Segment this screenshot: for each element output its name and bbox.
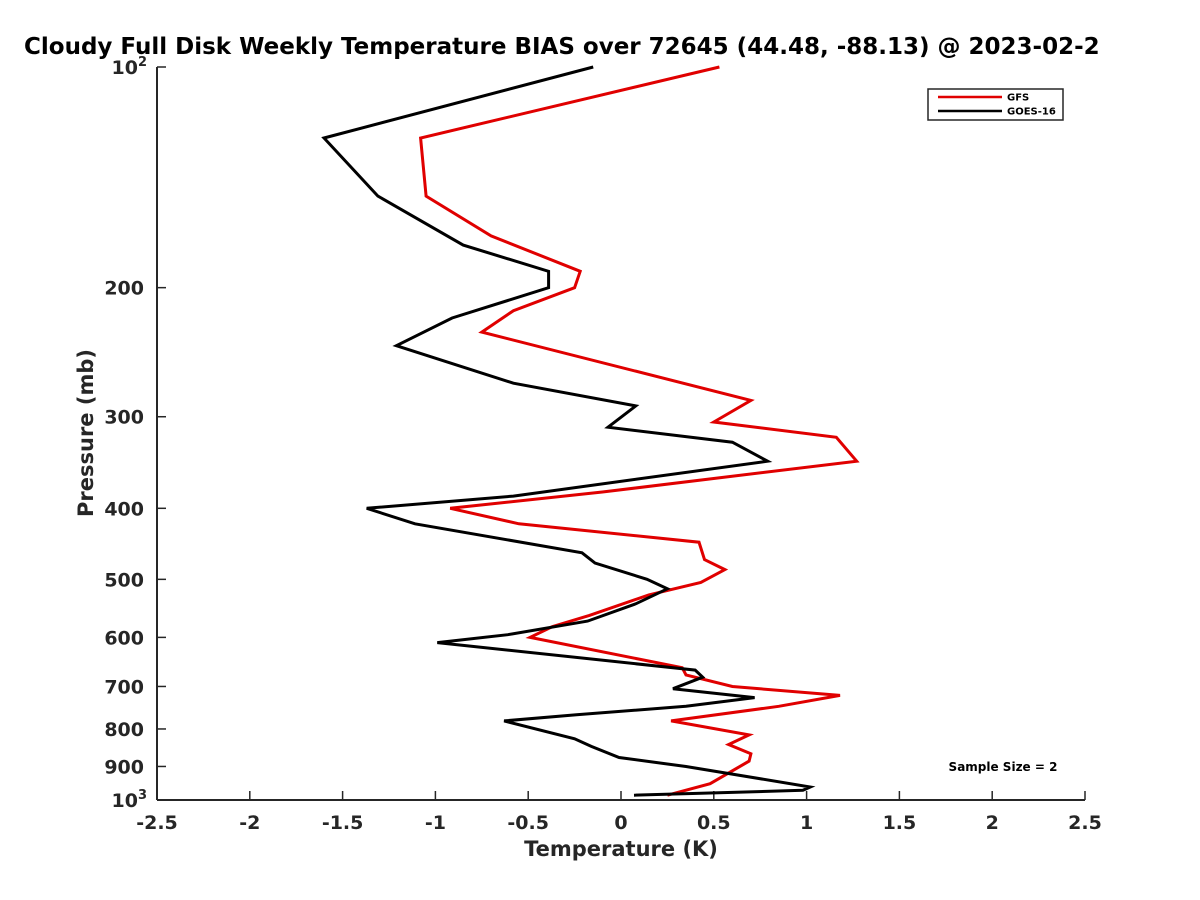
legend: GFS GOES-16 — [927, 88, 1064, 121]
y-tick-label: 500 — [104, 569, 144, 591]
y-tick-label: 900 — [104, 756, 144, 778]
x-tick-label: 0.5 — [697, 812, 731, 834]
y-tick-label-base: 10 — [112, 57, 138, 79]
y-tick-label-base: 10 — [112, 790, 138, 812]
y-tick-label: 700 — [104, 676, 144, 698]
x-axis-label: Temperature (K) — [524, 837, 718, 861]
y-tick-label: 800 — [104, 719, 144, 741]
y-tick-label: 400 — [104, 498, 144, 520]
series-line-goes-16 — [321, 65, 816, 797]
x-tick-label: -2 — [239, 812, 260, 834]
sample-size-note: Sample Size = 2 — [949, 760, 1058, 774]
series-goes-16 — [321, 65, 816, 797]
legend-label-goes-16: GOES-16 — [1007, 107, 1056, 118]
legend-box — [927, 88, 1064, 121]
legend-label-gfs: GFS — [1007, 93, 1029, 104]
y-tick-label-exponent: 3 — [138, 788, 147, 803]
x-tick-label: 1 — [800, 812, 813, 834]
x-tick-label: 0 — [614, 812, 627, 834]
x-tick-label: -0.5 — [507, 812, 549, 834]
x-tick-label: -1.5 — [322, 812, 364, 834]
x-tick-label: 2.5 — [1068, 812, 1102, 834]
y-tick-label: 103 — [112, 788, 148, 812]
y-tick-label-exponent: 2 — [138, 55, 147, 70]
x-tick-label: 1.5 — [883, 812, 917, 834]
x-tick-label: -1 — [425, 812, 446, 834]
chart-title: Cloudy Full Disk Weekly Temperature BIAS… — [24, 34, 1100, 60]
y-tick-label: 102 — [112, 55, 148, 79]
x-tick-label: 2 — [986, 812, 999, 834]
y-tick-label: 300 — [104, 407, 144, 429]
y-tick-label: 200 — [104, 278, 144, 300]
x-ticks: -2.5 -2 -1.5 -1 -0.5 0 0.5 1 1.5 2 2.5 — [136, 791, 1102, 834]
y-tick-label: 600 — [104, 627, 144, 649]
y-axis-label: Pressure (mb) — [74, 349, 98, 517]
series-layer — [321, 65, 860, 797]
x-tick-label: -2.5 — [136, 812, 178, 834]
